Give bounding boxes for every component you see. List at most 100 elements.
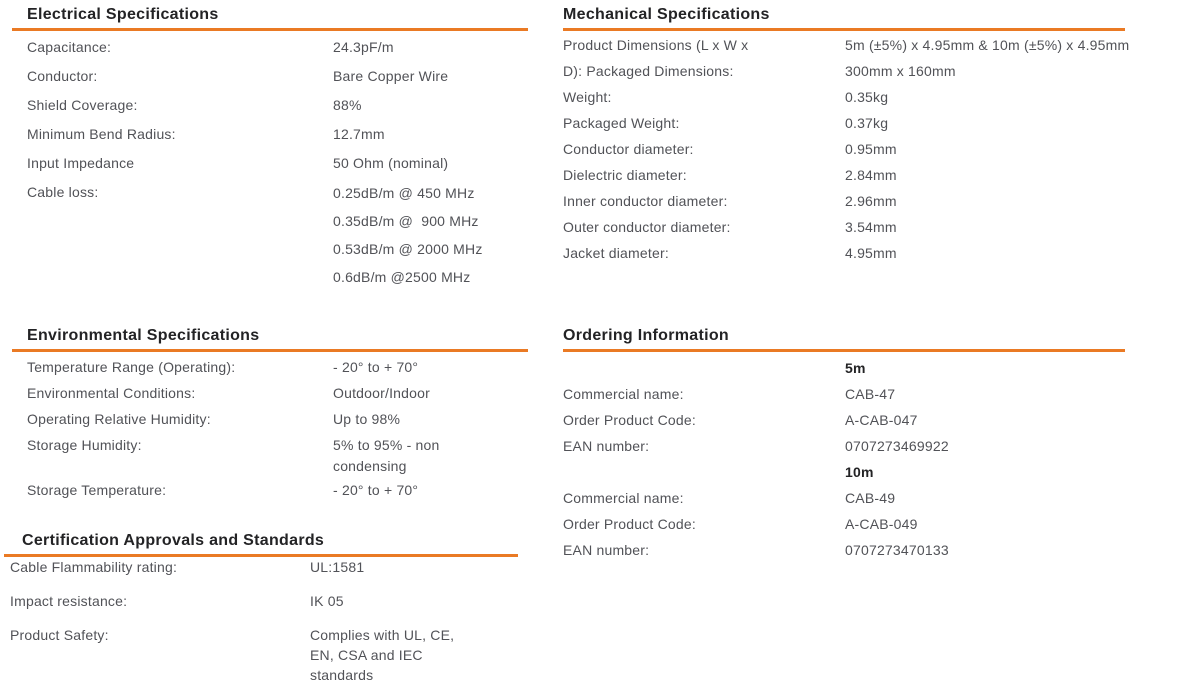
spec-label: Minimum Bend Radius: (27, 126, 176, 142)
spec-label: Product Safety: (10, 627, 109, 643)
spec-value: 24.3pF/m (333, 39, 394, 55)
spec-row: Weight: 0.35kg (563, 84, 1125, 110)
spec-row: Impact resistance: IK 05 (10, 591, 518, 611)
spec-rows-ordering: 5m Commercial name: CAB-47 Order Product Co… (563, 355, 1125, 563)
spec-value: 0.95mm (845, 141, 897, 157)
spec-row: Jacket diameter: 4.95mm (563, 240, 1125, 266)
spec-rows-certification: Cable Flammability rating: UL:1581 Impact … (4, 557, 518, 685)
spec-label: Product Dimensions (L x W x D): Packaged… (563, 37, 749, 79)
spec-row: Commercial name: CAB-47 (563, 381, 1125, 407)
spec-row: EAN number: 0707273469922 (563, 433, 1125, 459)
spec-label: Operating Relative Humidity: (27, 411, 211, 427)
spec-row: Commercial name: CAB-49 (563, 485, 1125, 511)
spec-label: Cable Flammability rating: (10, 559, 178, 575)
section-title-ordering: Ordering Information (563, 327, 729, 344)
spec-value: - 20° to + 70° (333, 359, 419, 375)
spec-label: Environmental Conditions: (27, 385, 196, 401)
spec-row: Inner conductor diameter: 2.96mm (563, 188, 1125, 214)
spec-row: Temperature Range (Operating): - 20° to +… (27, 354, 528, 380)
spec-value: CAB-47 (845, 386, 896, 402)
spec-label: Order Product Code: (563, 516, 696, 532)
spec-row: Operating Relative Humidity: Up to 98% (27, 406, 528, 432)
spec-value: Up to 98% (333, 411, 401, 427)
spec-label: Commercial name: (563, 490, 684, 506)
spec-row: 5m (563, 355, 1125, 381)
spec-row: 10m (563, 459, 1125, 485)
section-title-underline: Certification Approvals and Standards (4, 531, 518, 557)
spec-value: 10m (845, 464, 874, 480)
spec-value: 5% to 95% - non condensing (333, 437, 440, 474)
spec-label: Conductor diameter: (563, 141, 694, 157)
section-title-certification: Certification Approvals and Standards (22, 532, 325, 549)
spec-value: 5m (±5%) x 4.95mm & 10m (±5%) x 4.95mm 3… (845, 37, 1130, 79)
section-title-underline: Electrical Specifications (12, 5, 528, 31)
spec-value: Outdoor/Indoor (333, 385, 430, 401)
section-title-underline: Mechanical Specifications (563, 5, 1125, 31)
spec-value: Bare Copper Wire (333, 68, 449, 84)
spec-row: Dielectric diameter: 2.84mm (563, 162, 1125, 188)
spec-row: Input Impedance 50 Ohm (nominal) (27, 149, 528, 178)
spec-label: Storage Temperature: (27, 482, 167, 498)
spec-label: Weight: (563, 89, 612, 105)
section-title-underline: Ordering Information (563, 326, 1125, 352)
spec-row: Product Safety: Complies with UL, CE, EN,… (10, 625, 518, 685)
spec-value: 0.37kg (845, 115, 889, 131)
spec-label: Cable loss: (27, 184, 99, 200)
spec-label: Inner conductor diameter: (563, 193, 728, 209)
spec-label: EAN number: (563, 438, 650, 454)
spec-row: EAN number: 0707273470133 (563, 537, 1125, 563)
spec-row: Order Product Code: A-CAB-049 (563, 511, 1125, 537)
spec-label: Capacitance: (27, 39, 112, 55)
section-title-electrical: Electrical Specifications (27, 6, 219, 23)
spec-value: 2.84mm (845, 167, 897, 183)
spec-value: 0707273470133 (845, 542, 949, 558)
spec-value: 3.54mm (845, 219, 897, 235)
spec-value: IK 05 (310, 593, 344, 609)
section-mechanical-specifications: Mechanical Specifications Product Dimens… (563, 5, 1129, 266)
spec-value: 88% (333, 97, 362, 113)
spec-row: Storage Humidity: 5% to 95% - non condens… (27, 432, 528, 477)
spec-label: EAN number: (563, 542, 650, 558)
spec-value: A-CAB-047 (845, 412, 918, 428)
spec-label: Commercial name: (563, 386, 684, 402)
spec-label: Dielectric diameter: (563, 167, 687, 183)
spec-row: Conductor: Bare Copper Wire (27, 62, 528, 91)
spec-label: Storage Humidity: (27, 437, 142, 453)
spec-row: Cable Flammability rating: UL:1581 (10, 557, 518, 577)
spec-row: Conductor diameter: 0.95mm (563, 136, 1125, 162)
spec-value: 50 Ohm (nominal) (333, 155, 449, 171)
spec-label: Impact resistance: (10, 593, 128, 609)
spec-row: Storage Temperature: - 20° to + 70° (27, 477, 528, 503)
spec-value: UL:1581 (310, 559, 365, 575)
spec-row: Shield Coverage: 88% (27, 91, 528, 120)
section-certification-approvals-standards: Certification Approvals and Standards Ca… (4, 531, 518, 690)
spec-value: 2.96mm (845, 193, 897, 209)
spec-row: Product Dimensions (L x W x D): Packaged… (563, 32, 1129, 84)
spec-value: 0.25dB/m @ 450 MHz 0.35dB/m @ 900 MHz 0.… (333, 185, 483, 285)
spec-label: Input Impedance (27, 155, 135, 171)
spec-row: Minimum Bend Radius: 12.7mm (27, 120, 528, 149)
spec-label: Outer conductor diameter: (563, 219, 731, 235)
section-ordering-information: Ordering Information 5m Commercial name: C… (563, 326, 1125, 563)
spec-label: Packaged Weight: (563, 115, 680, 131)
spec-value: 0.35kg (845, 89, 889, 105)
spec-value: Complies with UL, CE, EN, CSA and IEC st… (310, 627, 455, 683)
spec-rows-mechanical: Product Dimensions (L x W x D): Packaged… (563, 32, 1129, 266)
spec-value: CAB-49 (845, 490, 896, 506)
spec-row: Cable loss: 0.25dB/m @ 450 MHz 0.35dB/m @… (27, 178, 528, 291)
spec-value: A-CAB-049 (845, 516, 918, 532)
section-title-underline: Environmental Specifications (12, 326, 528, 352)
spec-label: Temperature Range (Operating): (27, 359, 236, 375)
spec-value: 12.7mm (333, 126, 385, 142)
spec-value: - 20° to + 70° (333, 482, 419, 498)
spec-value: 0707273469922 (845, 438, 949, 454)
spec-value: 5m (845, 360, 866, 376)
spec-rows-electrical: Capacitance: 24.3pF/m Conductor: Bare Coppe… (12, 33, 528, 291)
spec-row: Order Product Code: A-CAB-047 (563, 407, 1125, 433)
spec-label: Conductor: (27, 68, 98, 84)
spec-row: Packaged Weight: 0.37kg (563, 110, 1125, 136)
spec-row: Capacitance: 24.3pF/m (27, 33, 528, 62)
spec-label: Order Product Code: (563, 412, 696, 428)
section-title-mechanical: Mechanical Specifications (563, 6, 770, 23)
section-title-environmental: Environmental Specifications (27, 327, 260, 344)
